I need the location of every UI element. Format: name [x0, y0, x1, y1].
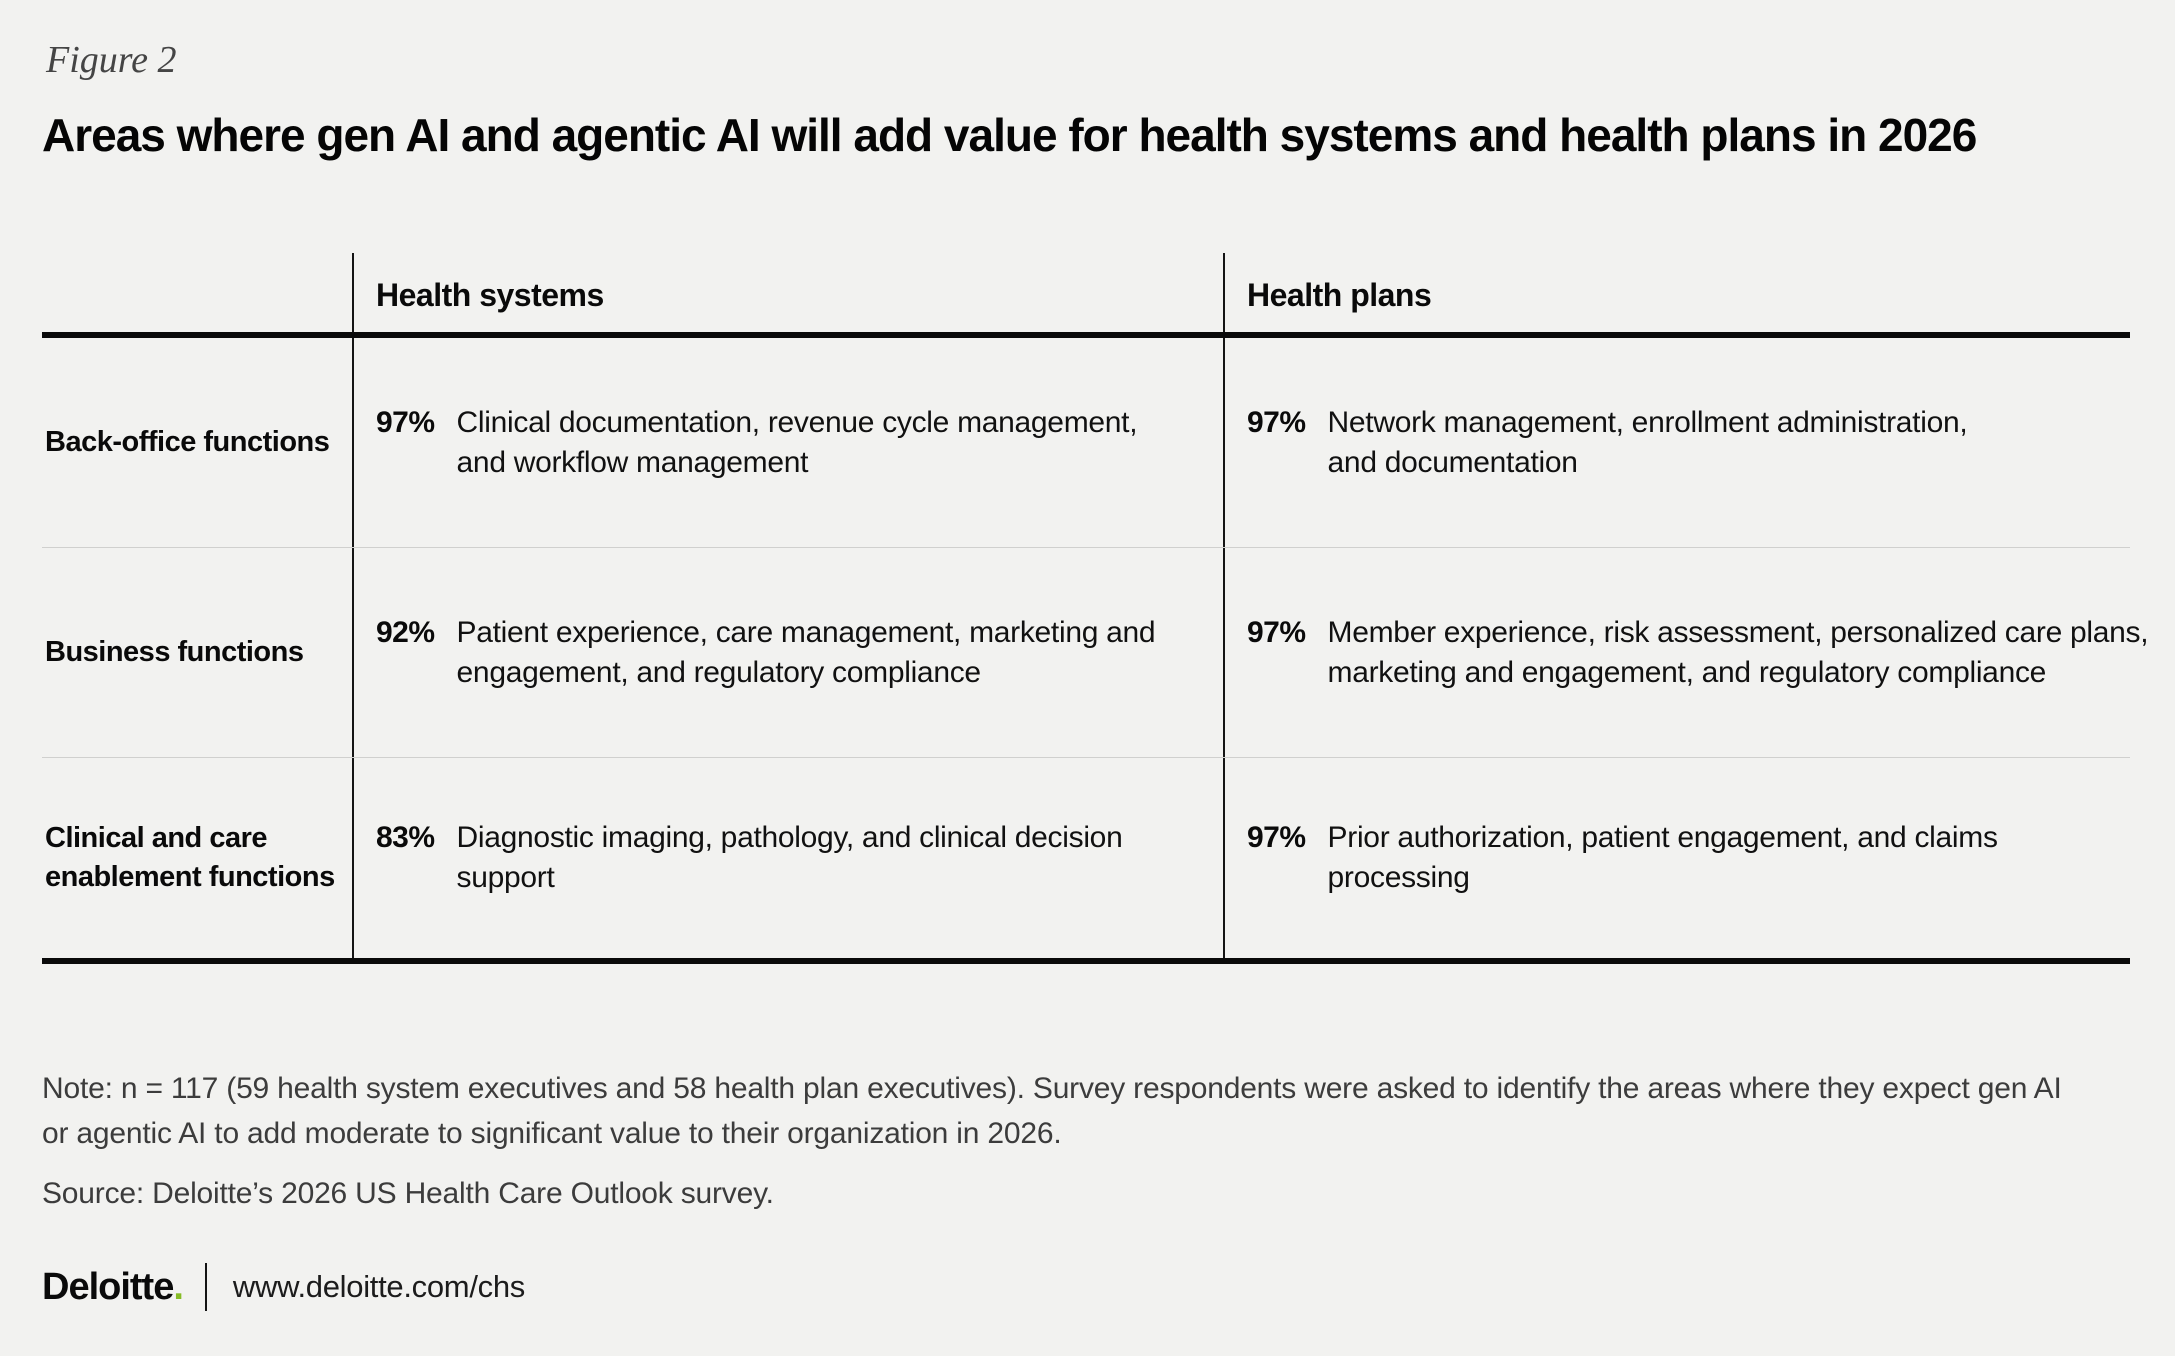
column-header-health-plans: Health plans	[1223, 253, 2130, 332]
health-systems-value-cell: 83% Diagnostic imaging, pathology, and c…	[352, 758, 1223, 958]
page-title: Areas where gen AI and agentic AI will a…	[42, 109, 1977, 161]
data-table: Health systems Health plans Back-office …	[42, 253, 2149, 964]
header-spacer-cell	[42, 253, 352, 332]
row-label-cell: Back-office functions	[42, 338, 352, 547]
health-systems-value-cell: 97% Clinical documentation, revenue cycl…	[352, 338, 1223, 547]
row-label: Clinical and care enablement functions	[45, 822, 335, 893]
percent-value: 92%	[376, 615, 435, 649]
value-description: Member experience, risk assessment, pers…	[1327, 615, 2149, 689]
table-row: Back-office functions 97% Clinical docum…	[42, 338, 2130, 548]
row-label: Back-office functions	[45, 426, 330, 458]
footer: Deloitte. www.deloitte.com/chs	[42, 1262, 525, 1312]
percent-value: 97%	[1247, 615, 1306, 649]
row-label-cell: Business functions	[42, 548, 352, 757]
row-label-cell: Clinical and care enablement functions	[42, 758, 352, 958]
footer-divider	[204, 1263, 207, 1311]
value-description: Clinical documentation, revenue cycle ma…	[456, 405, 1138, 479]
value-description: Diagnostic imaging, pathology, and clini…	[456, 821, 1123, 894]
percent-value: 83%	[376, 821, 435, 854]
brand-green-dot: .	[173, 1265, 184, 1308]
footer-url: www.deloitte.com/chs	[232, 1269, 525, 1304]
health-plans-value-cell: 97% Member experience, risk assessment, …	[1223, 548, 2149, 757]
health-systems-value-cell: 92% Patient experience, care management,…	[352, 548, 1223, 757]
notes-block: Note: n = 117 (59 health system executiv…	[42, 1066, 2092, 1216]
value-description: Prior authorization, patient engagement,…	[1327, 821, 1998, 894]
percent-value: 97%	[1247, 405, 1306, 439]
deloitte-wordmark: Deloitte.	[42, 1265, 184, 1308]
percent-value: 97%	[1247, 821, 1306, 854]
value-description: Patient experience, care management, mar…	[456, 615, 1156, 689]
health-plans-value-cell: 97% Network management, enrollment admin…	[1223, 338, 2130, 547]
percent-value: 97%	[376, 405, 435, 439]
note-text: Note: n = 117 (59 health system executiv…	[42, 1072, 2062, 1150]
row-label: Business functions	[45, 636, 304, 668]
table-header-row: Health systems Health plans	[42, 253, 2130, 338]
table-row: Business functions 92% Patient experienc…	[42, 548, 2149, 758]
health-plans-value-cell: 97% Prior authorization, patient engagem…	[1223, 758, 2130, 958]
figure-label: Figure 2	[46, 39, 177, 81]
value-description: Network management, enrollment administr…	[1327, 405, 1968, 479]
table-row: Clinical and care enablement functions 8…	[42, 758, 2130, 964]
column-header-health-systems: Health systems	[352, 253, 1223, 332]
source-text: Source: Deloitte’s 2026 US Health Care O…	[42, 1177, 774, 1210]
